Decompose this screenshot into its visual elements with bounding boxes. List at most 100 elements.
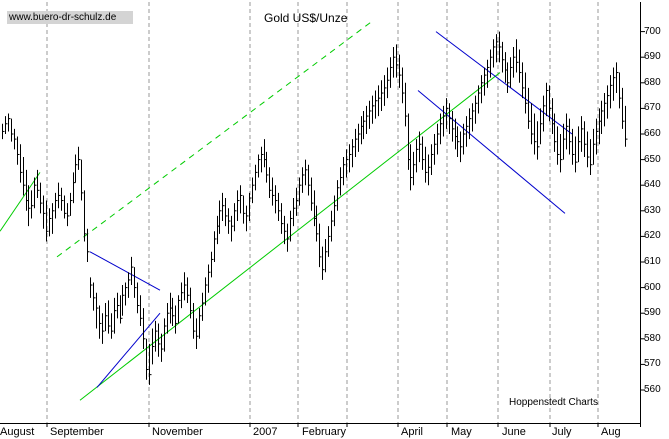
price-bar	[405, 82, 408, 127]
price-bar	[122, 285, 125, 316]
price-bar	[134, 267, 137, 298]
price-bar	[114, 297, 117, 334]
price-bar	[625, 105, 628, 147]
price-bar	[70, 192, 73, 216]
price-bar	[90, 277, 93, 298]
price-bar	[590, 139, 593, 175]
price-bar	[299, 177, 302, 206]
price-bar	[478, 85, 481, 114]
price-bar	[58, 182, 61, 209]
price-bar	[363, 110, 366, 140]
price-bar	[99, 305, 102, 339]
price-bar	[305, 159, 308, 186]
price-bar	[425, 146, 428, 183]
price-bar	[105, 302, 108, 332]
price-bar	[340, 167, 343, 196]
price-bar	[566, 113, 569, 150]
price-bar	[422, 136, 425, 170]
price-bar	[158, 323, 161, 357]
price-bar	[572, 128, 575, 165]
price-bar	[319, 223, 322, 268]
price-bar	[607, 85, 610, 119]
y-tick-label: 580	[644, 332, 661, 344]
price-bar	[296, 187, 299, 216]
price-bar	[293, 198, 296, 227]
price-bar	[525, 72, 528, 114]
x-tick-label: February	[302, 426, 347, 438]
price-bar	[143, 308, 146, 350]
y-tick-label: 570	[644, 358, 661, 370]
price-bar	[449, 103, 452, 134]
y-tick-label: 630	[644, 204, 661, 216]
price-bar	[178, 295, 181, 324]
price-bar	[2, 123, 5, 140]
price-bar	[120, 295, 123, 324]
price-bar	[261, 146, 264, 173]
price-bar	[20, 144, 23, 183]
x-tick-label: August	[0, 426, 35, 438]
price-bar	[440, 113, 443, 145]
price-bar	[619, 72, 622, 109]
price-bar	[578, 126, 581, 163]
price-bar	[346, 149, 349, 178]
x-tick-label: July	[552, 426, 572, 438]
price-bar	[431, 144, 434, 175]
price-bar	[31, 190, 34, 219]
price-bar	[510, 57, 513, 88]
price-bar	[308, 164, 311, 196]
price-bar	[146, 338, 149, 380]
x-tick-label: September	[50, 426, 104, 438]
price-bar	[290, 210, 293, 242]
price-bar	[93, 282, 96, 311]
price-bar	[214, 231, 217, 262]
price-bar	[234, 203, 237, 232]
price-bar	[384, 75, 387, 106]
price-bar	[352, 139, 355, 168]
price-bar	[616, 62, 619, 94]
price-bar	[358, 123, 361, 152]
x-tick-label: 2007	[253, 426, 278, 438]
price-bar	[269, 167, 272, 198]
price-bar	[240, 185, 243, 214]
y-tick-label: 590	[644, 307, 661, 319]
price-bar	[460, 131, 463, 163]
price-bar	[164, 318, 167, 352]
price-bar	[196, 318, 199, 350]
price-bar	[402, 67, 405, 104]
price-bar	[67, 203, 70, 227]
price-bar	[490, 49, 493, 78]
price-bar	[222, 192, 225, 222]
price-bar	[466, 116, 469, 147]
price-bar	[416, 139, 419, 173]
price-bar	[34, 177, 37, 209]
price-bar	[246, 205, 249, 232]
price-bar	[316, 205, 319, 242]
price-bar	[237, 190, 240, 222]
price-bar	[258, 154, 261, 178]
x-tick-label: November	[152, 426, 203, 438]
price-bar	[584, 121, 587, 158]
price-bar	[208, 264, 211, 293]
trendline-4	[96, 312, 161, 388]
price-bar	[499, 31, 502, 63]
price-bar	[516, 39, 519, 73]
price-bar	[311, 177, 314, 211]
price-bar	[593, 128, 596, 165]
price-bar	[243, 195, 246, 224]
price-bars	[2, 31, 628, 385]
price-bar	[199, 308, 202, 339]
price-bar	[102, 313, 105, 344]
price-bar	[452, 110, 455, 142]
y-tick-label: 690	[644, 51, 661, 63]
price-bar	[387, 67, 390, 99]
price-bar	[534, 113, 537, 155]
price-bar	[278, 192, 281, 222]
plot-frame	[0, 2, 645, 427]
price-bar	[117, 292, 120, 319]
price-bar	[108, 300, 111, 334]
y-tick-label: 640	[644, 179, 661, 191]
price-bar	[604, 93, 607, 127]
price-bar	[343, 157, 346, 186]
price-bar	[14, 128, 17, 150]
